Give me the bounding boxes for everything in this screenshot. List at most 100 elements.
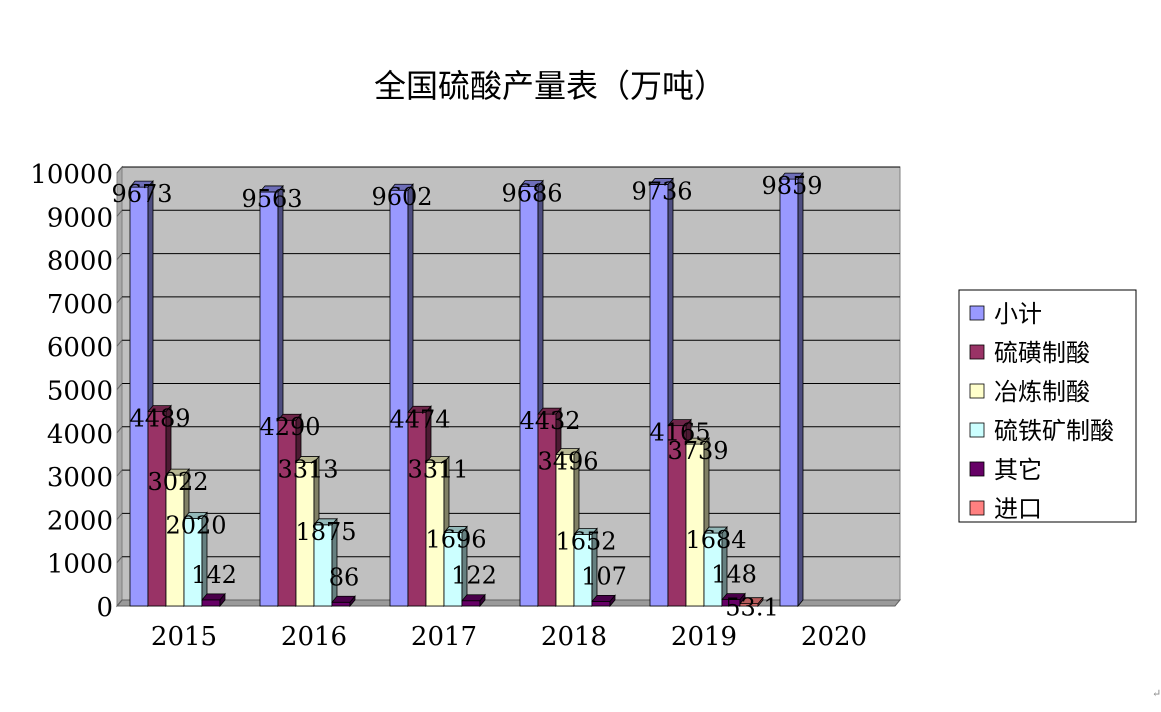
bar-front xyxy=(259,191,279,607)
x-tick-label: 2020 xyxy=(801,622,867,652)
y-tick-label: 3000 xyxy=(47,463,113,493)
plot-area xyxy=(115,165,902,608)
data-label: 142 xyxy=(191,561,237,589)
data-label: 86 xyxy=(329,563,360,591)
data-label: 1684 xyxy=(685,526,746,554)
data-label: 9686 xyxy=(501,180,562,208)
bar-front xyxy=(277,419,297,607)
y-tick-label: 10000 xyxy=(30,160,113,190)
data-label: 9736 xyxy=(631,177,692,205)
bar-side xyxy=(797,172,804,608)
data-label: 3739 xyxy=(667,437,728,465)
gridline-side xyxy=(116,253,123,260)
bar-side xyxy=(219,592,226,608)
data-label: 148 xyxy=(711,561,757,589)
bar-front xyxy=(331,601,351,607)
legend-box xyxy=(958,289,1137,523)
legend-label: 小计 xyxy=(994,300,1042,328)
gridline-side xyxy=(116,383,123,390)
bar xyxy=(739,596,764,608)
gridline-side xyxy=(116,339,123,347)
bar xyxy=(591,594,616,608)
legend-label: 硫磺制酸 xyxy=(994,339,1090,367)
legend-swatch xyxy=(969,500,985,516)
bar xyxy=(461,593,486,608)
data-label: 2020 xyxy=(165,512,226,540)
bar xyxy=(201,592,226,608)
paragraph-mark: ↵ xyxy=(1152,687,1161,700)
bar-front xyxy=(649,184,669,607)
bar-front xyxy=(461,600,481,607)
y-tick-label: 8000 xyxy=(47,247,113,277)
bar-side xyxy=(609,594,616,608)
data-label: 3022 xyxy=(147,468,208,496)
data-label: 4165 xyxy=(649,419,710,447)
bar-front xyxy=(201,599,221,607)
legend-label: 冶炼制酸 xyxy=(994,378,1090,406)
data-label: 122 xyxy=(451,562,497,590)
data-label: 9673 xyxy=(111,180,172,208)
data-label: 107 xyxy=(581,562,627,590)
x-tick-label: 2015 xyxy=(151,622,217,652)
bar xyxy=(443,525,468,608)
bar-front xyxy=(779,178,799,607)
bar xyxy=(313,517,338,608)
bar xyxy=(779,172,804,608)
legend-swatch xyxy=(969,422,985,438)
data-label: 9563 xyxy=(241,185,302,213)
y-tick-label: 6000 xyxy=(47,333,113,363)
y-tick-label: 2000 xyxy=(47,506,113,536)
legend-swatch xyxy=(969,305,985,321)
y-tick-label: 0 xyxy=(96,593,113,623)
data-label: 9859 xyxy=(761,172,822,200)
x-tick-label: 2017 xyxy=(411,622,477,652)
y-tick-label: 5000 xyxy=(47,377,113,407)
data-label: 4474 xyxy=(389,405,450,433)
bar-front xyxy=(407,411,427,607)
y-tick-label: 7000 xyxy=(47,290,113,320)
data-label: 4432 xyxy=(519,407,580,435)
bar-front xyxy=(129,186,149,607)
legend-label: 硫铁矿制酸 xyxy=(994,417,1114,445)
bar xyxy=(573,527,598,608)
chart-title: 全国硫酸产量表（万吨） xyxy=(374,67,726,105)
legend-label: 进口 xyxy=(994,495,1042,523)
y-tick-label: 1000 xyxy=(47,550,113,580)
gridline-side xyxy=(116,469,123,477)
data-label: 3496 xyxy=(537,448,598,476)
bar-front xyxy=(519,186,539,607)
data-label: 9602 xyxy=(371,183,432,211)
data-label: 1875 xyxy=(295,518,356,546)
gridline-side xyxy=(116,513,123,520)
bar xyxy=(183,511,208,608)
data-label: 3313 xyxy=(277,456,338,484)
data-label: 4489 xyxy=(129,405,190,433)
bar-front xyxy=(389,189,409,607)
gridline-side xyxy=(116,166,123,174)
bar-front xyxy=(537,413,557,607)
bar-front xyxy=(591,600,611,607)
gridline-side xyxy=(116,426,123,434)
legend-swatch xyxy=(969,344,985,360)
y-tick-label: 9000 xyxy=(47,203,113,233)
bar-side xyxy=(349,595,356,608)
gridline-side xyxy=(116,599,123,607)
gridline-side xyxy=(116,556,123,564)
data-labels: 9673 9563 9602 9686 9736 9859 4489 4290 4474 4432… xyxy=(111,172,822,622)
data-label: 4290 xyxy=(259,413,320,441)
legend-label: 其它 xyxy=(994,456,1042,484)
bar xyxy=(685,436,710,608)
data-label: 1652 xyxy=(555,527,616,555)
gridline-side xyxy=(116,296,123,304)
data-label: 1696 xyxy=(425,526,486,554)
bar xyxy=(331,595,356,608)
data-label: 53.1 xyxy=(725,594,778,622)
data-label: 3311 xyxy=(407,456,468,484)
x-tick-label: 2019 xyxy=(671,622,737,652)
bar-front xyxy=(685,443,705,607)
y-tick-label: 4000 xyxy=(47,420,113,450)
bar-side xyxy=(479,593,486,608)
x-tick-label: 2018 xyxy=(541,622,607,652)
